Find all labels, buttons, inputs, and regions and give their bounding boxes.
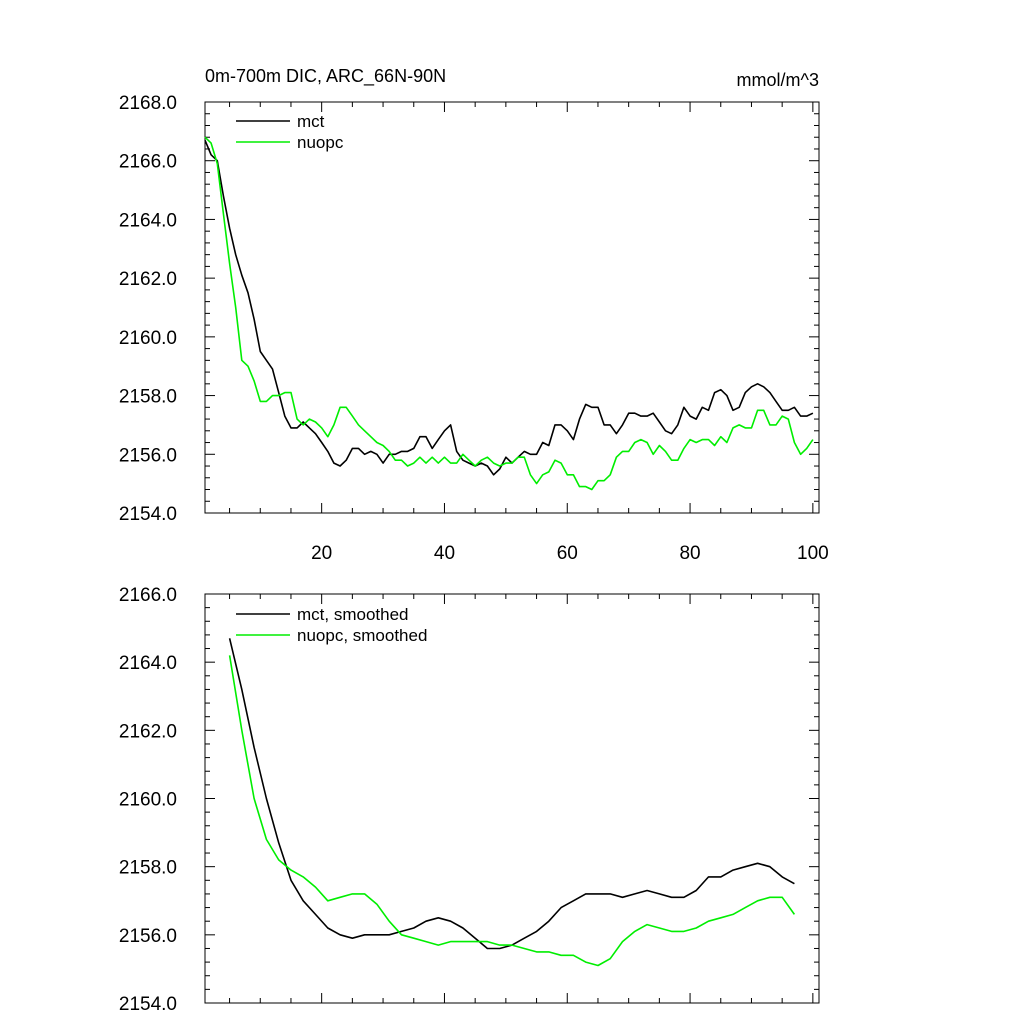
top-ytick-label: 2158.0 [119,387,177,408]
top-ytick-label: 2162.0 [119,269,177,290]
top-legend-label: mct [297,112,325,131]
bottom-series-line-mct [228,638,795,950]
bottom-ytick-label: 2162.0 [119,721,177,742]
top-ytick-label: 2164.0 [119,210,177,231]
top-xtick-label: 100 [797,543,829,564]
top-plot-ticks: 2154.0 2156.0 2158.0 2160.0 2162.0 2164.0 2166… [119,93,829,564]
top-plot-lines [204,136,814,491]
top-ytick-label: 2160.0 [119,328,177,349]
bottom-series-line-nuopc [228,655,796,967]
top-xtick-label: 60 [557,543,578,564]
top-plot-units: mmol/m^3 [737,70,819,90]
bottom-ytick-label: 2154.0 [119,994,177,1015]
bottom-plot-frame [204,593,820,1004]
bottom-legend-label: mct, smoothed [297,605,409,624]
bottom-plot: 2154.0 2156.0 2158.0 2160.0 2162.0 2164.0 2166… [119,585,820,1015]
bottom-ytick-label: 2164.0 [119,653,177,674]
top-legend-label: nuopc [297,133,344,152]
bottom-plot-legend: mct, smoothed nuopc, smoothed [236,605,427,645]
top-plot-legend: mct nuopc [236,112,344,152]
top-series-line-mct [204,139,814,476]
top-ytick-label: 2166.0 [119,152,177,173]
bottom-ytick-label: 2158.0 [119,858,177,879]
bottom-ytick-label: 2160.0 [119,790,177,811]
top-xtick-label: 40 [434,543,455,564]
top-ytick-label: 2156.0 [119,445,177,466]
top-series-line-nuopc [204,136,814,491]
top-xtick-label: 20 [311,543,332,564]
top-ytick-label: 2168.0 [119,93,177,114]
top-plot-frame [204,101,820,514]
bottom-ytick-label: 2166.0 [119,585,177,606]
bottom-ytick-label: 2156.0 [119,926,177,947]
top-plot-title: 0m-700m DIC, ARC_66N-90N [205,66,446,87]
bottom-legend-label: nuopc, smoothed [297,626,427,645]
bottom-plot-ticks: 2154.0 2156.0 2158.0 2160.0 2162.0 2164.0 2166… [119,585,819,1015]
bottom-plot-lines [228,638,796,967]
top-plot: 0m-700m DIC, ARC_66N-90N mmol/m^3 2154.0… [119,66,829,564]
top-ytick-label: 2154.0 [119,504,177,525]
top-xtick-label: 80 [679,543,700,564]
